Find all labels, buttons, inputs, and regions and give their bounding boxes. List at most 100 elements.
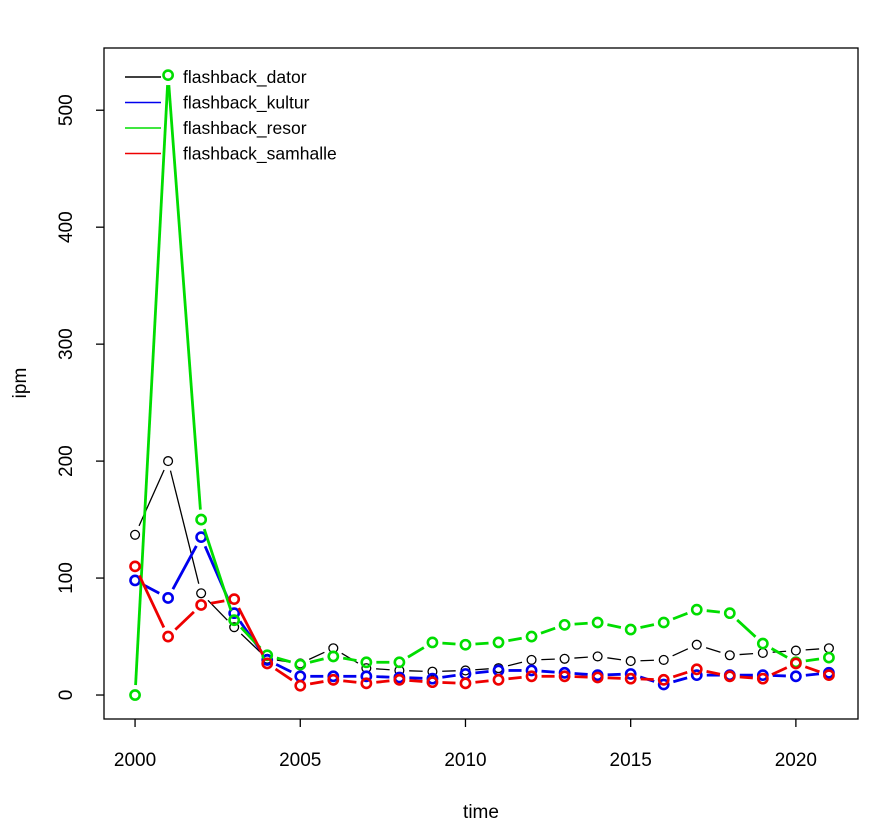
data-point-marker xyxy=(690,663,703,676)
data-point-marker xyxy=(790,645,801,656)
data-point-marker xyxy=(162,69,174,82)
series-segment xyxy=(739,652,754,656)
data-point-marker xyxy=(625,656,636,667)
y-tick-label: 100 xyxy=(56,562,77,594)
series-segment xyxy=(607,623,622,629)
data-point-marker xyxy=(426,636,439,649)
data-point-marker xyxy=(228,614,241,627)
series-segment xyxy=(574,621,588,626)
series-segment xyxy=(240,633,261,653)
series-segment xyxy=(342,656,357,662)
series-segment xyxy=(770,647,788,659)
data-point-marker xyxy=(360,677,373,690)
data-point-marker xyxy=(294,658,307,671)
series-segment xyxy=(376,668,390,671)
data-point-marker xyxy=(327,650,340,663)
data-point-marker xyxy=(261,657,274,670)
data-point-marker xyxy=(492,636,505,649)
series-segment xyxy=(138,574,166,629)
series-segment xyxy=(805,672,820,677)
series-segment xyxy=(134,85,169,686)
series-segment xyxy=(376,679,390,684)
data-point-marker xyxy=(558,618,571,631)
series-segment xyxy=(508,675,522,681)
data-point-marker xyxy=(459,638,472,651)
data-point-marker xyxy=(657,616,670,629)
data-point-marker xyxy=(459,677,472,690)
legend-label: flashback_kultur xyxy=(183,93,310,114)
data-point-marker xyxy=(525,670,538,683)
series-flashback_resor xyxy=(129,69,835,701)
data-point-marker xyxy=(228,593,241,606)
series-segment xyxy=(442,641,456,646)
x-tick-label: 2015 xyxy=(610,750,652,771)
series-segment xyxy=(805,657,820,663)
series-flashback_kultur xyxy=(129,531,835,691)
data-point-marker xyxy=(658,654,669,665)
series-segment xyxy=(309,680,324,686)
data-point-marker xyxy=(229,622,240,633)
data-point-marker xyxy=(129,560,141,573)
series-segment xyxy=(237,607,264,656)
series-segment xyxy=(739,675,753,680)
series-segment xyxy=(607,657,622,661)
series-segment xyxy=(805,648,820,651)
x-tick-label: 2020 xyxy=(775,750,817,771)
series-segment xyxy=(672,611,688,621)
data-point-marker xyxy=(624,623,637,636)
data-point-marker xyxy=(823,643,834,654)
data-point-marker xyxy=(426,676,439,689)
series-segment xyxy=(574,656,588,659)
series-segment xyxy=(343,679,357,684)
series-segment xyxy=(442,673,456,679)
data-point-marker xyxy=(228,607,241,620)
legend-label: flashback_dator xyxy=(183,67,307,88)
series-segment xyxy=(672,676,688,684)
series-segment xyxy=(409,679,423,683)
series-segment xyxy=(507,661,523,667)
series-segment xyxy=(672,670,688,679)
y-tick-label: 300 xyxy=(56,328,77,360)
x-tick-label: 2005 xyxy=(279,750,321,771)
data-point-marker xyxy=(723,670,736,683)
data-point-marker xyxy=(789,670,802,683)
chart-content: 2000 2005 2010 2015 2020 0 100 200 300 400 500 flas… xyxy=(56,47,859,771)
x-axis-title: time xyxy=(463,802,499,823)
data-point-marker xyxy=(592,651,603,662)
series-segment xyxy=(276,656,292,664)
data-point-marker xyxy=(690,669,703,682)
y-axis-title: ipm xyxy=(10,368,31,399)
data-point-marker xyxy=(427,666,438,677)
series-segment xyxy=(308,651,325,660)
data-point-marker xyxy=(525,630,538,643)
data-point-marker xyxy=(624,668,637,680)
data-point-marker xyxy=(196,588,207,599)
series-segment xyxy=(771,666,788,676)
series-segment xyxy=(574,672,588,676)
data-point-marker xyxy=(163,456,174,467)
y-tick-label: 200 xyxy=(56,445,77,477)
data-point-marker xyxy=(559,653,570,664)
y-tick-label: 0 xyxy=(56,690,77,701)
series-segment xyxy=(138,469,165,527)
data-point-marker xyxy=(360,670,373,683)
data-point-marker xyxy=(657,673,670,686)
data-point-marker xyxy=(162,630,174,643)
series-flashback_samhalle xyxy=(129,560,835,692)
data-point-marker xyxy=(525,664,538,677)
series-segment xyxy=(804,665,820,674)
data-point-marker xyxy=(130,529,141,540)
series-segment xyxy=(275,663,292,674)
series-segment xyxy=(475,668,489,671)
series-segment xyxy=(169,470,200,584)
series-segment xyxy=(705,647,721,653)
series-segment xyxy=(174,610,195,631)
series-segment xyxy=(171,545,198,590)
series-segment xyxy=(274,667,293,682)
data-point-marker xyxy=(195,531,208,544)
series-segment xyxy=(143,583,160,595)
series-segment xyxy=(167,85,202,510)
data-point-marker xyxy=(195,599,208,611)
